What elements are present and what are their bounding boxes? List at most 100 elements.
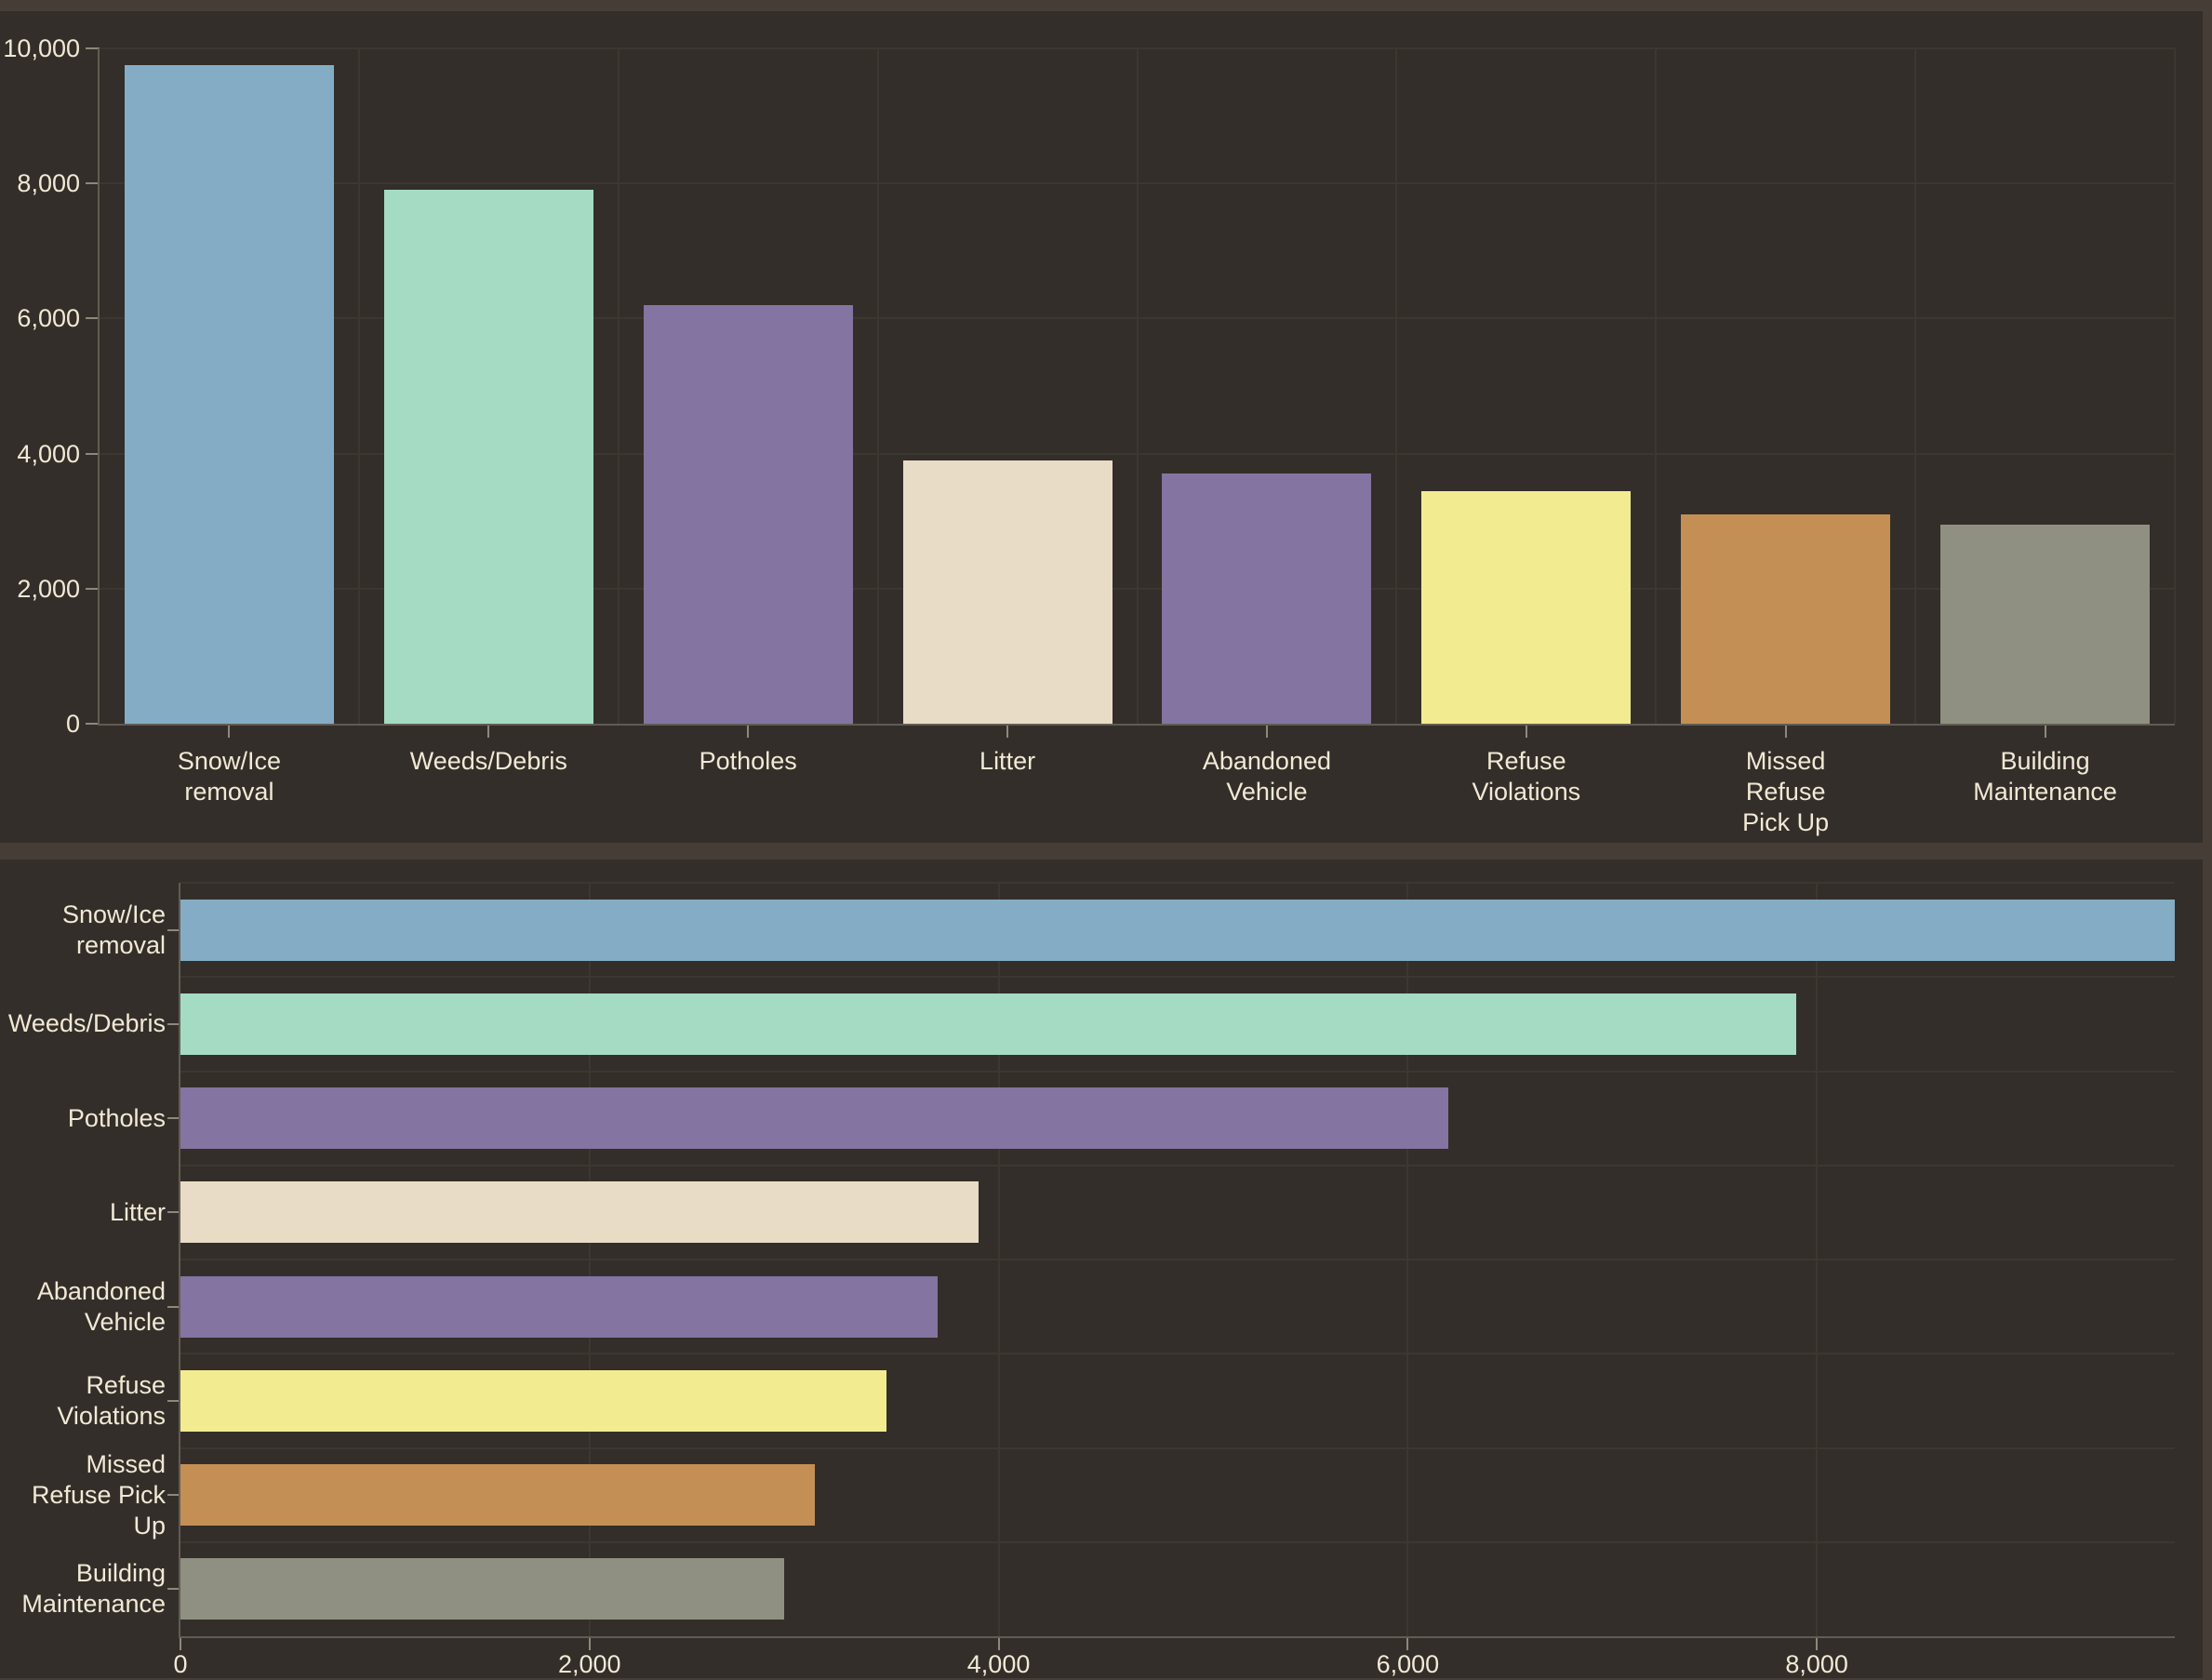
category-label-weeds-debris: Weeds/Debris [409, 747, 567, 775]
bar-missed-refuse-pick-up[interactable] [1681, 513, 1891, 724]
y-axis-line [98, 48, 100, 726]
x-axis-line [100, 724, 2175, 726]
band-gridline [1914, 48, 1917, 724]
x-tick-label: 2,000 [557, 1650, 621, 1678]
bar-building-maintenance[interactable] [180, 1558, 784, 1620]
y-axis-tick [167, 1305, 179, 1308]
category-label-refuse-violations: Refuse Violations [57, 1370, 166, 1430]
row-gridline [180, 1259, 2175, 1260]
band-gridline [1136, 48, 1139, 724]
x-axis-tick [2044, 726, 2046, 738]
y-axis-tick [86, 182, 100, 185]
x-axis-tick [1006, 726, 1009, 738]
x-axis-tick [997, 1638, 1000, 1650]
x-tick-label: 8,000 [1785, 1650, 1848, 1678]
top-chart-panel: 0 2,000 4,000 6,000 8,000 10,000 Snow/Ice remov… [0, 11, 2203, 843]
row-gridline [180, 1447, 2175, 1449]
bar-building-maintenance[interactable] [1940, 524, 2151, 724]
x-gridline [1406, 883, 1409, 1636]
y-axis-tick [167, 1494, 179, 1497]
bar-refuse-violations[interactable] [180, 1369, 886, 1432]
band-gridline [1395, 48, 1398, 724]
category-label-missed-refuse-pick-up: Missed Refuse Pick Up [1742, 747, 1830, 836]
y-axis-tick [167, 1022, 179, 1025]
x-tick-label: 4,000 [966, 1650, 1031, 1678]
y-axis-tick [167, 1399, 179, 1402]
x-axis-tick [487, 726, 490, 738]
category-label-missed-refuse-pick-up: Missed Refuse Pick Up [31, 1449, 166, 1540]
y-axis-tick [167, 1588, 179, 1591]
category-label-litter: Litter [109, 1197, 166, 1226]
bar-litter[interactable] [902, 460, 1113, 724]
bar-snow-ice-removal[interactable] [124, 65, 334, 724]
y-axis-line [179, 883, 180, 1636]
category-label-litter: Litter [979, 747, 1036, 775]
category-label-snow-ice-removal: Snow/Ice removal [177, 747, 281, 806]
category-label-abandoned-vehicle: Abandoned Vehicle [1202, 747, 1331, 806]
x-tick-label: 6,000 [1376, 1650, 1440, 1678]
category-label-potholes: Potholes [67, 1103, 166, 1132]
bar-weeds-debris[interactable] [180, 993, 1797, 1055]
y-tick-label: 10,000 [3, 34, 80, 62]
category-label-potholes: Potholes [699, 747, 797, 775]
band-gridline [876, 48, 879, 724]
row-gridline [180, 1540, 2175, 1543]
x-tick-label: 0 [173, 1650, 188, 1678]
category-label-building-maintenance: Building Maintenance [21, 1559, 166, 1619]
y-axis-tick [167, 928, 179, 931]
row-gridline [180, 1164, 2175, 1167]
row-gridline [180, 882, 2175, 884]
bar-potholes[interactable] [180, 1087, 1449, 1150]
horizontal-bar-chart: 0 2,000 4,000 6,000 8,000 Snow/Ice removal Weed… [0, 860, 2203, 1678]
x-axis-tick [588, 1638, 591, 1650]
bar-refuse-violations[interactable] [1421, 490, 1632, 724]
y-axis-tick [86, 47, 100, 49]
bar-litter[interactable] [180, 1181, 979, 1244]
x-axis-tick [180, 1638, 181, 1650]
y-axis-tick [86, 452, 100, 455]
y-axis-tick [167, 1117, 179, 1120]
category-label-snow-ice-removal: Snow/Ice removal [61, 900, 166, 959]
row-gridline [180, 976, 2175, 979]
band-gridline [1655, 48, 1658, 724]
y-axis-tick [86, 587, 100, 590]
bar-abandoned-vehicle[interactable] [180, 1275, 938, 1338]
y-axis-tick [86, 317, 100, 320]
x-axis-tick [1525, 726, 1527, 738]
x-axis-tick [1265, 726, 1268, 738]
bar-snow-ice-removal[interactable] [180, 899, 2175, 961]
bar-abandoned-vehicle[interactable] [1162, 473, 1372, 724]
vertical-bar-chart: 0 2,000 4,000 6,000 8,000 10,000 Snow/Ice remov… [0, 11, 2203, 843]
bar-weeds-debris[interactable] [383, 190, 593, 724]
y-axis-tick [86, 723, 100, 725]
row-gridline [180, 1353, 2175, 1355]
band-gridline [357, 48, 360, 724]
y-axis-tick [167, 1211, 179, 1214]
band-gridline [617, 48, 620, 724]
y-tick-label: 6,000 [17, 304, 80, 333]
x-axis-tick [1406, 1638, 1409, 1650]
category-label-building-maintenance: Building Maintenance [1973, 747, 2117, 806]
category-label-abandoned-vehicle: Abandoned Vehicle [36, 1276, 166, 1336]
y-tick-label: 2,000 [17, 574, 80, 603]
x-gridline [588, 883, 591, 1636]
y-tick-label: 4,000 [17, 439, 80, 468]
row-gridline [180, 1070, 2175, 1073]
x-axis-tick [1816, 1638, 1819, 1650]
x-axis-line [179, 1636, 2175, 1638]
panel-divider [0, 843, 2212, 860]
y-tick-label: 0 [65, 710, 80, 738]
x-axis-tick [228, 726, 231, 738]
x-axis-tick [747, 726, 750, 738]
bar-potholes[interactable] [643, 304, 853, 724]
category-label-weeds-debris: Weeds/Debris [7, 1009, 166, 1038]
category-label-refuse-violations: Refuse Violations [1472, 747, 1581, 806]
band-gridline [2174, 48, 2176, 724]
bar-missed-refuse-pick-up[interactable] [180, 1464, 815, 1527]
x-axis-tick [1784, 726, 1787, 738]
x-gridline [1816, 883, 1819, 1636]
bottom-chart-panel: 0 2,000 4,000 6,000 8,000 Snow/Ice removal Weed… [0, 860, 2203, 1678]
x-gridline [997, 883, 1000, 1636]
y-tick-label: 8,000 [17, 169, 80, 198]
